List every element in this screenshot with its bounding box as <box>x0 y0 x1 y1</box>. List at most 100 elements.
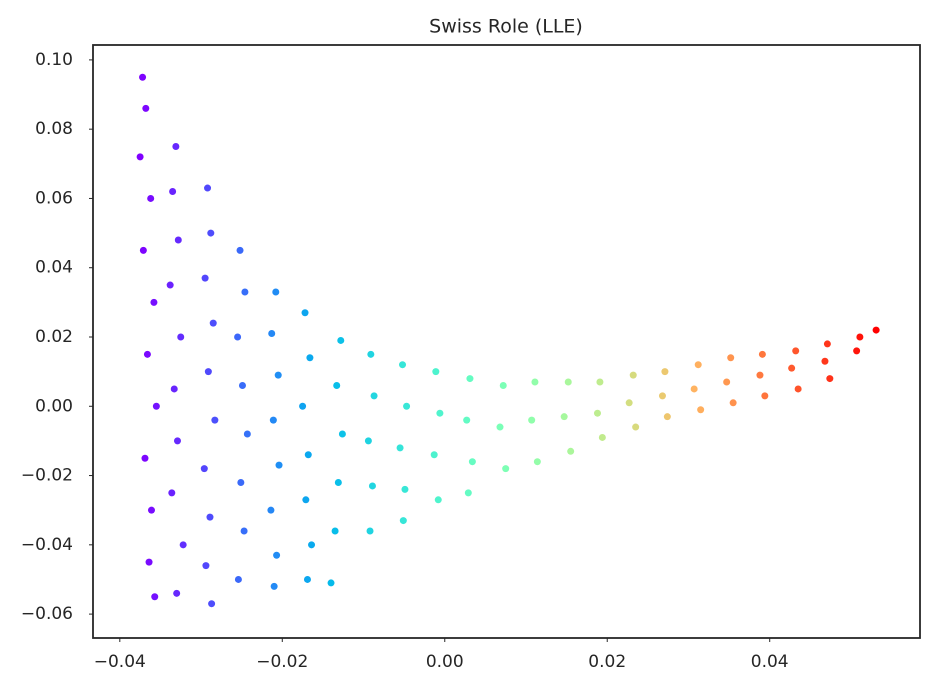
scatter-point <box>370 392 378 400</box>
scatter-point <box>238 381 246 389</box>
scatter-point <box>237 478 245 486</box>
scatter-point <box>327 579 335 587</box>
scatter-point <box>179 541 187 549</box>
scatter-point <box>304 451 312 459</box>
scatter-point <box>694 361 702 369</box>
scatter-point <box>208 600 216 608</box>
scatter-point <box>567 447 575 455</box>
scatter-point <box>166 281 174 289</box>
scatter-point <box>690 385 698 393</box>
scatter-point <box>136 153 144 161</box>
scatter-point <box>272 288 280 296</box>
scatter-point <box>432 368 440 376</box>
scatter-point <box>234 575 242 583</box>
y-tick-label: 0.02 <box>35 327 73 347</box>
scatter-point <box>303 575 311 583</box>
scatter-point <box>142 104 150 112</box>
y-tick-label: 0.06 <box>35 188 73 208</box>
scatter-point <box>174 236 182 244</box>
scatter-point <box>661 368 669 376</box>
scatter-point <box>396 444 404 452</box>
scatter-point <box>331 527 339 535</box>
scatter-point <box>533 458 541 466</box>
scatter-point <box>211 416 219 424</box>
scatter-point <box>151 593 159 601</box>
scatter-point <box>496 423 504 431</box>
scatter-point <box>268 330 276 338</box>
scatter-point <box>758 350 766 358</box>
scatter-point <box>872 326 880 334</box>
scatter-point <box>366 527 374 535</box>
scatter-point <box>243 430 251 438</box>
scatter-point <box>172 142 180 150</box>
scatter-point <box>629 371 637 379</box>
scatter-point <box>299 402 307 410</box>
scatter-point <box>270 582 278 590</box>
scatter-point <box>333 381 341 389</box>
scatter-point <box>401 485 409 493</box>
scatter-point <box>436 409 444 417</box>
scatter-point <box>528 416 536 424</box>
scatter-point <box>206 513 214 521</box>
scatter-point <box>729 399 737 407</box>
scatter-point <box>468 458 476 466</box>
scatter-point <box>139 246 147 254</box>
scatter-point <box>788 364 796 372</box>
scatter-point <box>234 333 242 341</box>
scatter-point <box>399 517 407 525</box>
scatter-point <box>168 489 176 497</box>
scatter-point <box>308 541 316 549</box>
scatter-point <box>531 378 539 386</box>
scatter-point <box>139 73 147 81</box>
x-tick-label: −0.04 <box>94 652 146 672</box>
scatter-point <box>727 354 735 362</box>
scatter-point <box>403 402 411 410</box>
scatter-point <box>856 333 864 341</box>
scatter-point <box>625 399 633 407</box>
scatter-point <box>596 378 604 386</box>
y-tick-label: −0.02 <box>21 466 73 486</box>
scatter-point <box>241 288 249 296</box>
scatter-point <box>236 246 244 254</box>
scatter-point <box>364 437 372 445</box>
scatter-point <box>169 188 177 196</box>
scatter-point <box>141 454 149 462</box>
scatter-point <box>150 298 158 306</box>
y-tick-label: −0.06 <box>21 604 73 624</box>
scatter-point <box>658 392 666 400</box>
scatter-point <box>761 392 769 400</box>
scatter-point <box>821 357 829 365</box>
scatter-point <box>823 340 831 348</box>
scatter-point <box>152 402 160 410</box>
scatter-point <box>794 385 802 393</box>
scatter-point <box>204 368 212 376</box>
scatter-point <box>240 527 248 535</box>
scatter-point <box>209 319 217 327</box>
chart-title: Swiss Role (LLE) <box>429 16 583 38</box>
scatter-point <box>334 478 342 486</box>
scatter-point <box>145 558 153 566</box>
scatter-point <box>593 409 601 417</box>
plot-frame <box>92 44 921 639</box>
scatter-point <box>269 416 277 424</box>
scatter-point <box>267 506 275 514</box>
y-tick-label: 0.00 <box>35 396 73 416</box>
scatter-point <box>463 416 471 424</box>
scatter-point <box>663 413 671 421</box>
scatter-point <box>274 371 282 379</box>
scatter-point <box>368 482 376 490</box>
scatter-point <box>564 378 572 386</box>
scatter-point <box>147 506 155 514</box>
scatter-point <box>170 385 178 393</box>
scatter-point <box>756 371 764 379</box>
scatter-point <box>200 465 208 473</box>
scatter-point <box>697 406 705 414</box>
scatter-point <box>826 375 834 383</box>
scatter-point <box>202 562 210 570</box>
scatter-point <box>173 589 181 597</box>
x-tick-label: 0.00 <box>426 652 464 672</box>
scatter-point <box>338 430 346 438</box>
scatter-point <box>207 229 215 237</box>
scatter-point <box>464 489 472 497</box>
